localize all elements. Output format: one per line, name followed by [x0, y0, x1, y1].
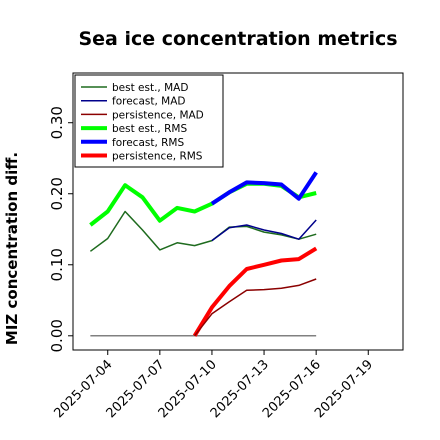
series-line-5: [210, 171, 318, 206]
series-line-2: [211, 219, 317, 242]
series-line-6: [192, 246, 318, 337]
legend-label-6: persistence, RMS: [112, 151, 203, 163]
chart-title: Sea ice concentration metrics: [78, 28, 397, 50]
x-axis: 2025-07-042025-07-072025-07-102025-07-13…: [52, 350, 376, 421]
y-tick-label: 0.20: [48, 177, 66, 210]
plot-area: [72, 72, 404, 351]
legend-box: [74, 74, 224, 168]
series-line-4: [89, 181, 317, 227]
legend-label-5: forecast, RMS: [112, 137, 184, 149]
y-tick-label: 0.10: [48, 248, 66, 281]
legend-label-2: forecast, MAD: [112, 96, 185, 108]
series-line-1: [89, 210, 317, 252]
y-tick-label: 0.00: [48, 319, 66, 352]
legend-label-4: best est., RMS: [112, 123, 187, 135]
y-axis: 0.00 0.10 0.20 0.30: [48, 106, 73, 352]
y-axis-label: MIZ concentration diff.: [3, 152, 21, 345]
legend-label-1: best est., MAD: [112, 82, 188, 94]
series-group: [89, 171, 318, 337]
legend-label-3: persistence, MAD: [112, 109, 204, 121]
series-line-3: [194, 278, 317, 337]
y-tick-label: 0.30: [48, 106, 66, 139]
